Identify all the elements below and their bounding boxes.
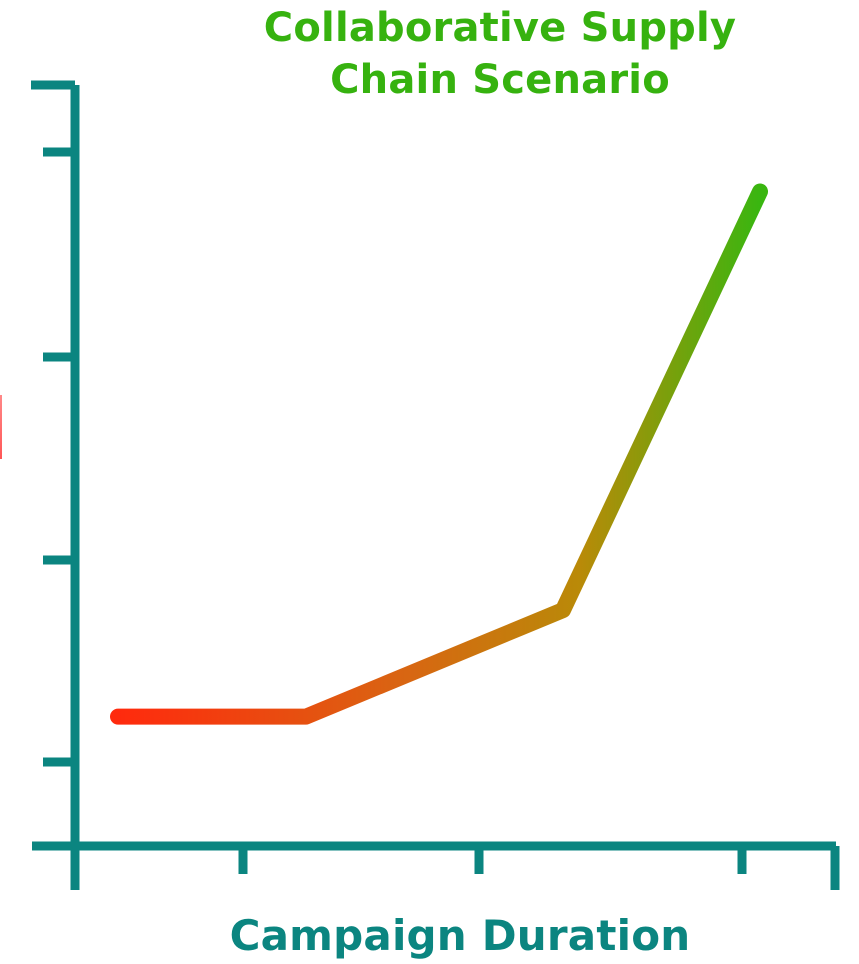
series-line (110, 183, 768, 725)
chart-axes (31, 80, 840, 890)
chart-title: Collaborative Supply Chain Scenario (263, 5, 737, 103)
y-axis-color-indicator (0, 395, 2, 459)
series-layer (110, 183, 768, 725)
y-axis-ticks (43, 147, 75, 767)
x-axis-ticks (238, 846, 747, 874)
x-axis-label: Campaign Duration (229, 911, 691, 960)
